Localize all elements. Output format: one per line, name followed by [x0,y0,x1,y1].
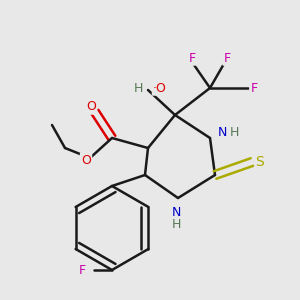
Text: F: F [224,52,231,64]
Text: O: O [81,154,91,166]
Text: ·O: ·O [153,82,167,94]
Text: H: H [133,82,143,94]
Text: H: H [171,218,181,230]
Text: F: F [250,82,258,94]
Text: S: S [256,155,264,169]
Text: H: H [229,127,239,140]
Text: F: F [78,263,85,277]
Text: N: N [171,206,181,218]
Text: O: O [86,100,96,113]
Text: F: F [188,52,196,64]
Text: N: N [217,127,227,140]
